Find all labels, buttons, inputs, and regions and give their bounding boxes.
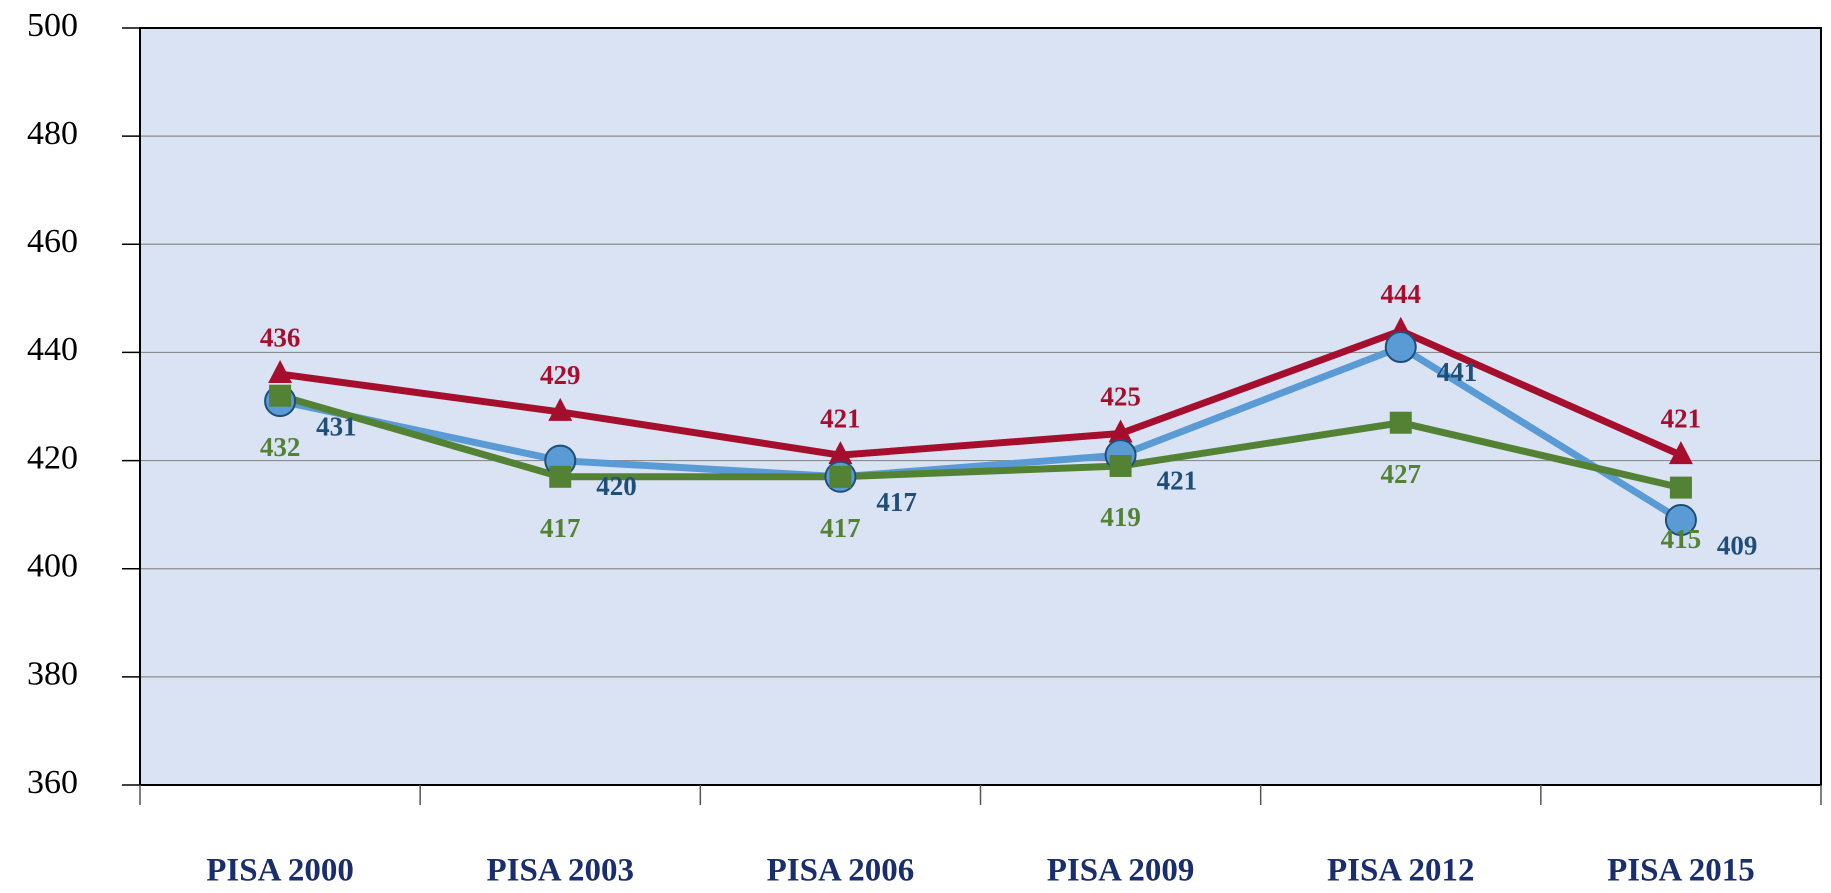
- x-tick-label: PISA 2009: [1047, 853, 1195, 889]
- data-label: 417: [876, 487, 917, 517]
- series-line: [279, 343, 1683, 524]
- marker: [268, 360, 293, 384]
- y-tick-label: 380: [27, 656, 78, 693]
- y-tick-label: 360: [27, 764, 78, 801]
- y-tick-label: 400: [27, 548, 78, 585]
- marker: [548, 397, 573, 421]
- y-tick-label: 440: [27, 331, 78, 368]
- data-label: 436: [260, 322, 301, 352]
- data-label: 444: [1381, 279, 1422, 309]
- y-tick-label: 460: [27, 223, 78, 260]
- marker: [1664, 504, 1697, 537]
- marker: [1384, 331, 1417, 364]
- data-label: 420: [596, 471, 637, 501]
- data-label: 431: [316, 411, 357, 441]
- x-tick-label: PISA 2000: [206, 853, 354, 889]
- marker: [829, 465, 852, 488]
- data-label: 432: [260, 432, 301, 462]
- data-label: 427: [1381, 459, 1422, 489]
- marker: [549, 465, 572, 488]
- marker: [1389, 411, 1412, 434]
- y-tick-label: 500: [27, 7, 78, 44]
- marker: [1669, 476, 1692, 499]
- y-tick-label: 420: [27, 439, 78, 476]
- data-label: 421: [820, 403, 861, 433]
- data-label: 441: [1437, 357, 1478, 387]
- x-tick-label: PISA 2015: [1607, 853, 1755, 889]
- y-tick-label: 480: [27, 115, 78, 152]
- data-label: 421: [1661, 403, 1702, 433]
- marker: [1108, 419, 1133, 443]
- data-label: 419: [1100, 502, 1141, 532]
- data-label: 425: [1100, 382, 1141, 412]
- series-line: [279, 327, 1683, 459]
- x-tick-label: PISA 2012: [1327, 853, 1475, 889]
- series-line: [279, 392, 1682, 492]
- data-label: 415: [1661, 524, 1702, 554]
- marker: [1668, 441, 1693, 465]
- data-label: 417: [820, 513, 861, 543]
- x-tick-label: PISA 2003: [486, 853, 634, 889]
- plot-area: [140, 28, 1821, 785]
- marker: [269, 384, 292, 407]
- data-label: 421: [1157, 465, 1198, 495]
- data-label: 429: [540, 360, 581, 390]
- data-label: 409: [1717, 530, 1758, 560]
- x-tick-label: PISA 2006: [767, 853, 915, 889]
- marker: [828, 441, 853, 465]
- marker: [1109, 454, 1132, 477]
- data-label: 417: [540, 513, 581, 543]
